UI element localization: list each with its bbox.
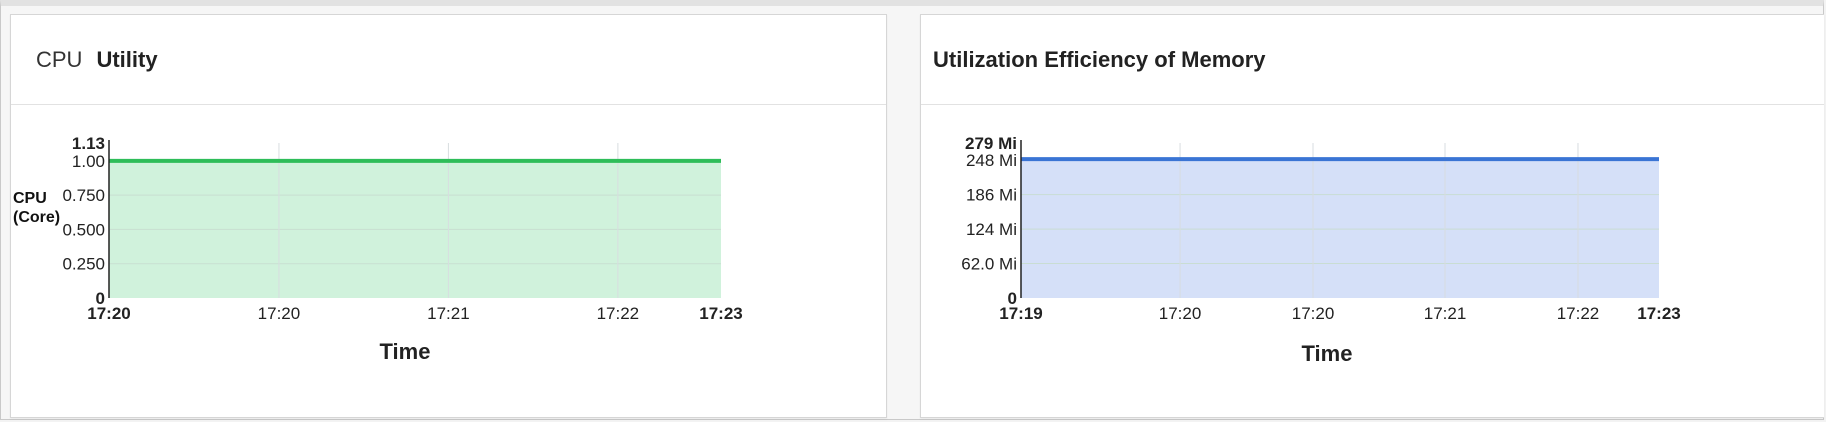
- x-tick-label: 17:23: [1637, 304, 1680, 323]
- card-title-prefix: CPU: [36, 46, 83, 72]
- memory-efficiency-card: Utilization Efficiency of Memory 279 Mi 0…: [920, 14, 1824, 418]
- y-tick-label: 0.500: [62, 220, 105, 239]
- x-tick-label: 17:20: [1159, 304, 1202, 323]
- y-tick-label: 186 Mi: [966, 186, 1017, 205]
- x-tick-label: 17:20: [1292, 304, 1335, 323]
- y-max-label: 279 Mi: [965, 134, 1017, 153]
- x-tick-label: 17:21: [427, 304, 470, 323]
- x-axis-title: Time: [380, 339, 431, 364]
- x-tick-label: 17:21: [1424, 304, 1467, 323]
- cpu-chart: 1.13 0 0.250 0.500 0.750 1.00 17:20 17:20 17:21 1…: [13, 134, 743, 364]
- x-tick-label: 17:20: [87, 304, 130, 323]
- y-tick-label: 124 Mi: [966, 220, 1017, 239]
- card-header: CPU Utility: [11, 15, 886, 105]
- x-tick-label: 17:22: [1557, 304, 1600, 323]
- series-area: [1021, 159, 1659, 298]
- card-title: Utility: [96, 46, 158, 72]
- y-axis-title: (Core): [13, 209, 60, 226]
- y-tick-label: 248 Mi: [966, 151, 1017, 170]
- card-header: Utilization Efficiency of Memory: [921, 15, 1824, 105]
- y-max-label: 1.13: [72, 134, 105, 153]
- y-axis-title: CPU: [13, 190, 47, 207]
- x-tick-label: 17:22: [597, 304, 640, 323]
- y-tick-label: 0: [96, 289, 105, 308]
- y-tick-label: 0.750: [62, 186, 105, 205]
- y-tick-label: 0.250: [62, 255, 105, 274]
- y-tick-label: 62.0 Mi: [961, 255, 1017, 274]
- memory-chart: 279 Mi 0 62.0 Mi 124 Mi 186 Mi 248 Mi 17:19 17:…: [961, 134, 1680, 366]
- x-tick-label: 17:23: [699, 304, 742, 323]
- x-tick-label: 17:20: [258, 304, 301, 323]
- y-tick-label: 0: [1008, 289, 1017, 308]
- x-axis-title: Time: [1302, 341, 1353, 366]
- y-tick-label: 1.00: [72, 152, 105, 171]
- cpu-utility-card: CPU Utility 1.13 0 0.250 0.500 0.750 1.00 17:2…: [10, 14, 887, 418]
- x-tick-label: 17:19: [999, 304, 1042, 323]
- card-title: Utilization Efficiency of Memory: [933, 46, 1266, 72]
